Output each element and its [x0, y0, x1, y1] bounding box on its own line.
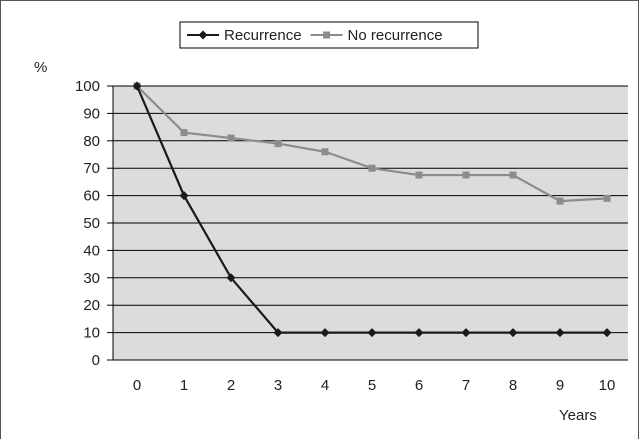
legend-marker [323, 31, 331, 39]
x-tick-label: 3 [274, 377, 282, 394]
data-point [509, 171, 517, 179]
y-tick-label: 10 [83, 325, 100, 342]
y-tick-label: 50 [83, 215, 100, 232]
x-tick-label: 10 [599, 377, 616, 394]
y-tick-label: 80 [83, 133, 100, 150]
y-tick-label: 60 [83, 188, 100, 205]
legend: Recurrence No recurrence [179, 21, 479, 49]
data-point [556, 197, 564, 205]
series-recurrence [132, 81, 612, 338]
data-point [274, 140, 282, 148]
legend-label: No recurrence [348, 27, 443, 44]
y-tick-label: 70 [83, 160, 100, 177]
data-point [321, 148, 329, 156]
series-layer [132, 81, 612, 338]
data-point [602, 328, 612, 338]
x-tick-label: 9 [556, 377, 564, 394]
y-tick-label: 100 [75, 78, 100, 95]
y-tick-label: 30 [83, 270, 100, 287]
x-tick-label: 4 [321, 377, 329, 394]
data-point [415, 171, 423, 179]
data-point [180, 129, 188, 137]
y-tick-label: 0 [92, 352, 100, 369]
x-tick-label: 0 [133, 377, 141, 394]
data-point [320, 328, 330, 338]
data-point [555, 328, 565, 338]
data-point [273, 328, 283, 338]
data-point [508, 328, 518, 338]
data-point [132, 81, 142, 91]
y-tick-label: 20 [83, 297, 100, 314]
data-point [461, 328, 471, 338]
x-axis-label: Years [559, 407, 597, 424]
x-tick-label: 1 [180, 377, 188, 394]
data-point [462, 171, 470, 179]
x-tick-label: 5 [368, 377, 376, 394]
data-point [227, 134, 235, 142]
data-point [603, 194, 611, 202]
x-tick-label: 8 [509, 377, 517, 394]
data-point [414, 328, 424, 338]
data-point [368, 164, 376, 172]
data-point [179, 191, 189, 201]
x-tick-label: 7 [462, 377, 470, 394]
data-point [367, 328, 377, 338]
y-axis-label: % [34, 59, 47, 76]
x-tick-label: 2 [227, 377, 235, 394]
data-point [226, 273, 236, 283]
y-axis-ticks: 0 10 20 30 40 50 60 70 80 90 100 [75, 78, 100, 369]
legend-marker [198, 30, 208, 40]
series-no-recurrence [133, 82, 611, 205]
x-tick-label: 6 [415, 377, 423, 394]
y-tick-label: 40 [83, 242, 100, 259]
y-tick-label: 90 [83, 105, 100, 122]
legend-label: Recurrence [224, 27, 302, 44]
x-axis-ticks: 0 1 2 3 4 5 6 7 8 9 10 [133, 377, 616, 394]
